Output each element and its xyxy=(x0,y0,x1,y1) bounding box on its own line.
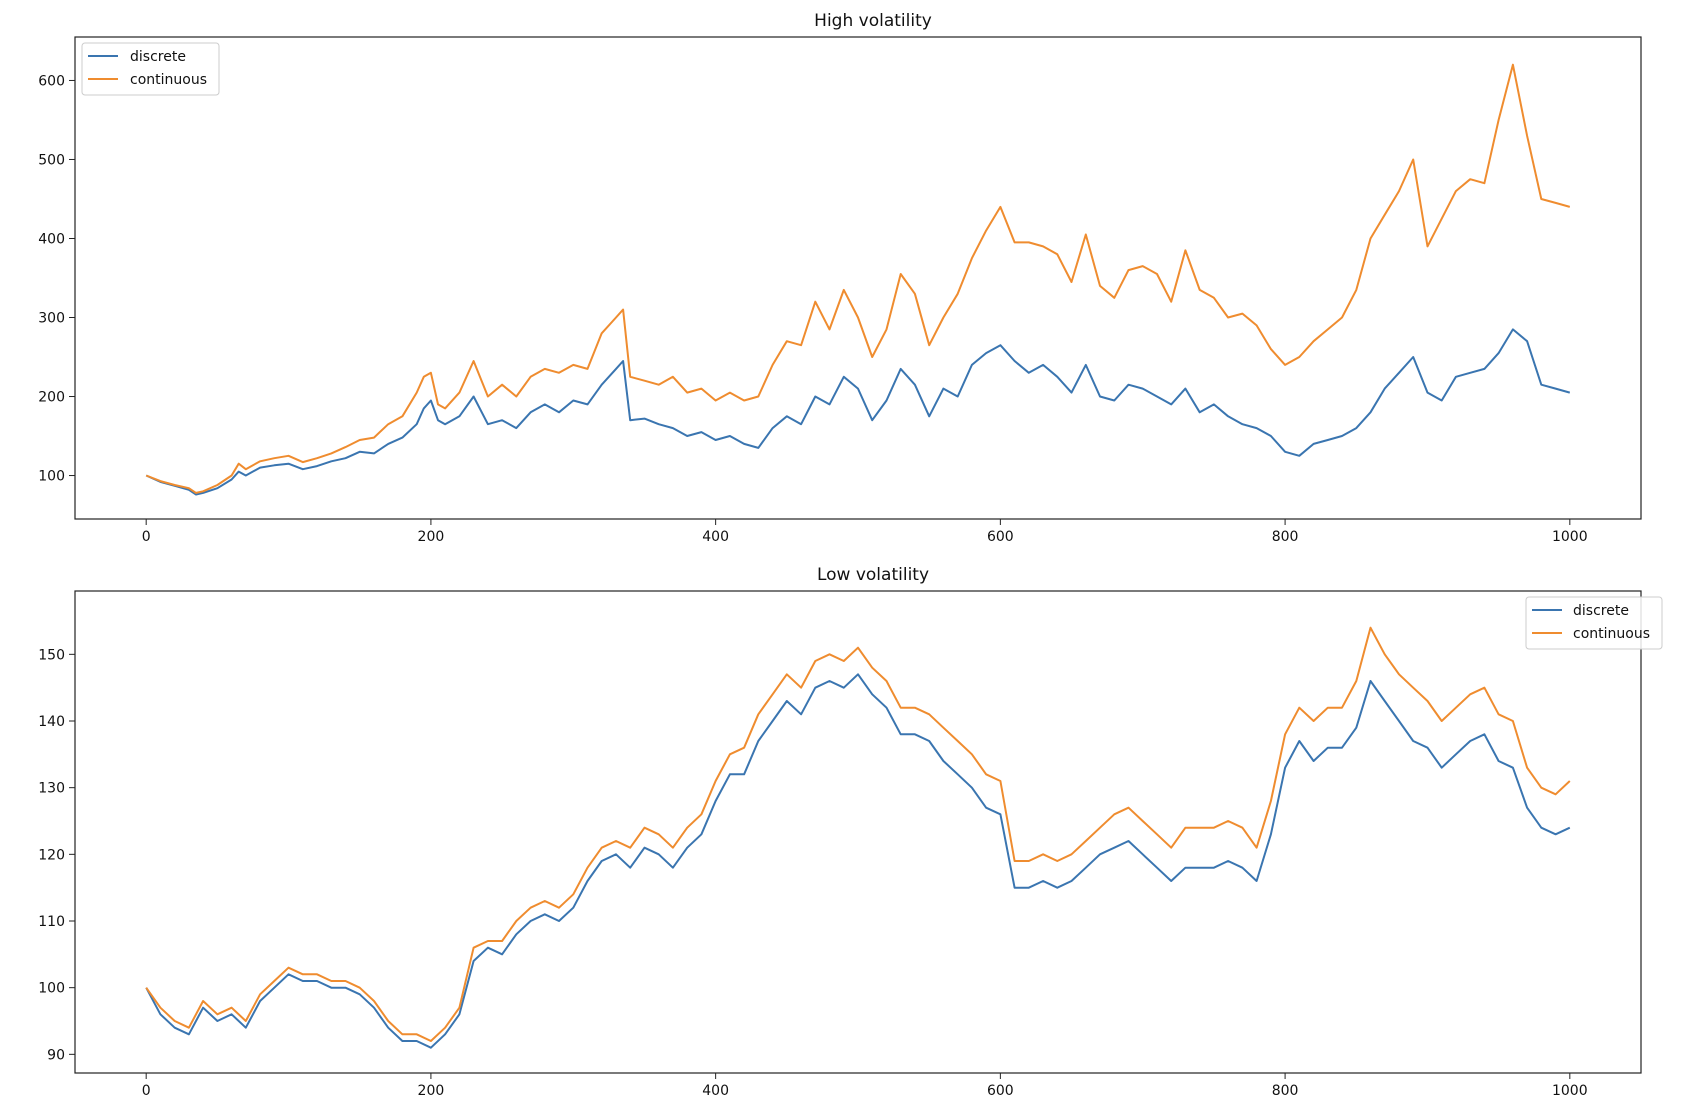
y-tick-label: 100 xyxy=(38,469,65,485)
y-tick-label: 120 xyxy=(38,847,65,863)
x-tick-label: 600 xyxy=(987,529,1014,545)
series-line-continuous xyxy=(145,63,1571,494)
plot-area-frame xyxy=(74,590,1642,1074)
x-tick-label: 1000 xyxy=(1552,529,1588,545)
subplot-low-volatility: Low volatility 0 200 400 600 800 1000 90 100 110… xyxy=(38,565,1663,1099)
x-tick-label: 800 xyxy=(1272,529,1299,545)
y-tick-label: 140 xyxy=(38,714,65,730)
x-tick-label: 200 xyxy=(418,529,445,545)
chart-title: High volatility xyxy=(814,11,932,31)
series-line-discrete xyxy=(145,673,1571,1049)
x-tick-label: 0 xyxy=(142,529,151,545)
subplot-high-volatility: High volatility 0 200 400 600 800 1000 100 200 3… xyxy=(38,11,1642,545)
legend-label-continuous: continuous xyxy=(130,72,207,88)
legend-label-discrete: discrete xyxy=(1573,603,1629,619)
x-tick-label: 600 xyxy=(987,1083,1014,1099)
y-tick-label: 600 xyxy=(38,73,65,89)
y-tick-label: 110 xyxy=(38,914,65,930)
legend: discrete continuous xyxy=(81,42,220,96)
series-line-continuous xyxy=(145,626,1571,1042)
y-tick-label: 400 xyxy=(38,231,65,247)
y-tick-label: 500 xyxy=(38,152,65,168)
y-tick-label: 90 xyxy=(47,1047,65,1063)
x-tick-label: 400 xyxy=(702,1083,729,1099)
legend: discrete continuous xyxy=(1525,596,1663,650)
x-tick-label: 0 xyxy=(142,1083,151,1099)
legend-label-continuous: continuous xyxy=(1573,626,1650,642)
y-tick-label: 200 xyxy=(38,390,65,406)
x-tick-label: 200 xyxy=(418,1083,445,1099)
x-tick-label: 400 xyxy=(702,529,729,545)
x-tick-label: 1000 xyxy=(1552,1083,1588,1099)
chart-title: Low volatility xyxy=(817,565,929,585)
y-tick-label: 100 xyxy=(38,981,65,997)
y-tick-label: 300 xyxy=(38,311,65,327)
legend-label-discrete: discrete xyxy=(130,49,186,65)
y-tick-label: 130 xyxy=(38,781,65,797)
plot-area-frame xyxy=(74,36,1642,520)
y-tick-label: 150 xyxy=(38,647,65,663)
series-line-discrete xyxy=(145,328,1571,496)
x-tick-label: 800 xyxy=(1272,1083,1299,1099)
